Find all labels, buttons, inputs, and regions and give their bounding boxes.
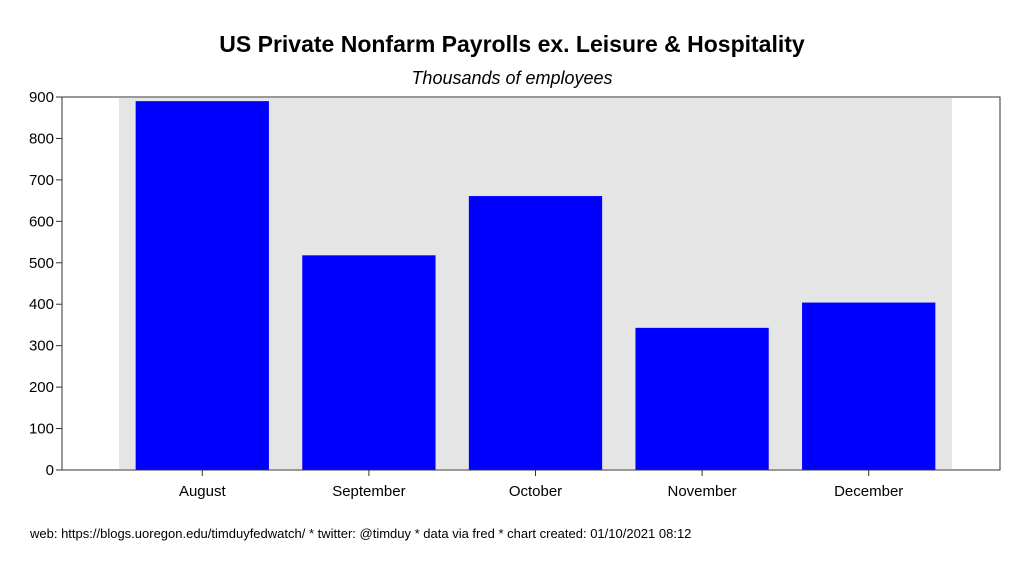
chart-title: US Private Nonfarm Payrolls ex. Leisure … xyxy=(219,31,805,57)
bar-august xyxy=(135,101,269,471)
plot-border xyxy=(61,96,1001,471)
chart-subtitle: Thousands of employees xyxy=(411,68,613,88)
bar-december xyxy=(802,302,936,470)
y-tick-label: 500 xyxy=(29,255,54,272)
y-tick-label: 200 xyxy=(29,379,54,396)
bars-group xyxy=(135,101,936,471)
y-tick-label: 0 xyxy=(46,462,54,479)
x-tick-label-december: December xyxy=(834,483,903,500)
y-tick-label: 700 xyxy=(29,172,54,189)
y-tick-label: 800 xyxy=(29,130,54,147)
bar-november xyxy=(635,327,769,470)
x-tick-label-august: August xyxy=(179,483,227,500)
x-tick-label-october: October xyxy=(509,483,562,500)
x-axis: August September October November December xyxy=(179,470,903,500)
y-tick-label: 900 xyxy=(29,89,54,106)
bar-october xyxy=(468,196,603,470)
y-tick-label: 600 xyxy=(29,213,54,230)
y-tick-label: 100 xyxy=(29,421,54,438)
x-tick-label-september: September xyxy=(332,483,405,500)
y-tick-label: 400 xyxy=(29,296,54,313)
footer-credits: web: https://blogs.uoregon.edu/timduyfed… xyxy=(30,526,692,541)
y-tick-label: 300 xyxy=(29,338,54,355)
x-tick-label-november: November xyxy=(667,483,736,500)
y-axis: 0 100 200 300 400 500 600 700 800 900 xyxy=(29,89,62,479)
bar-september xyxy=(302,255,436,470)
